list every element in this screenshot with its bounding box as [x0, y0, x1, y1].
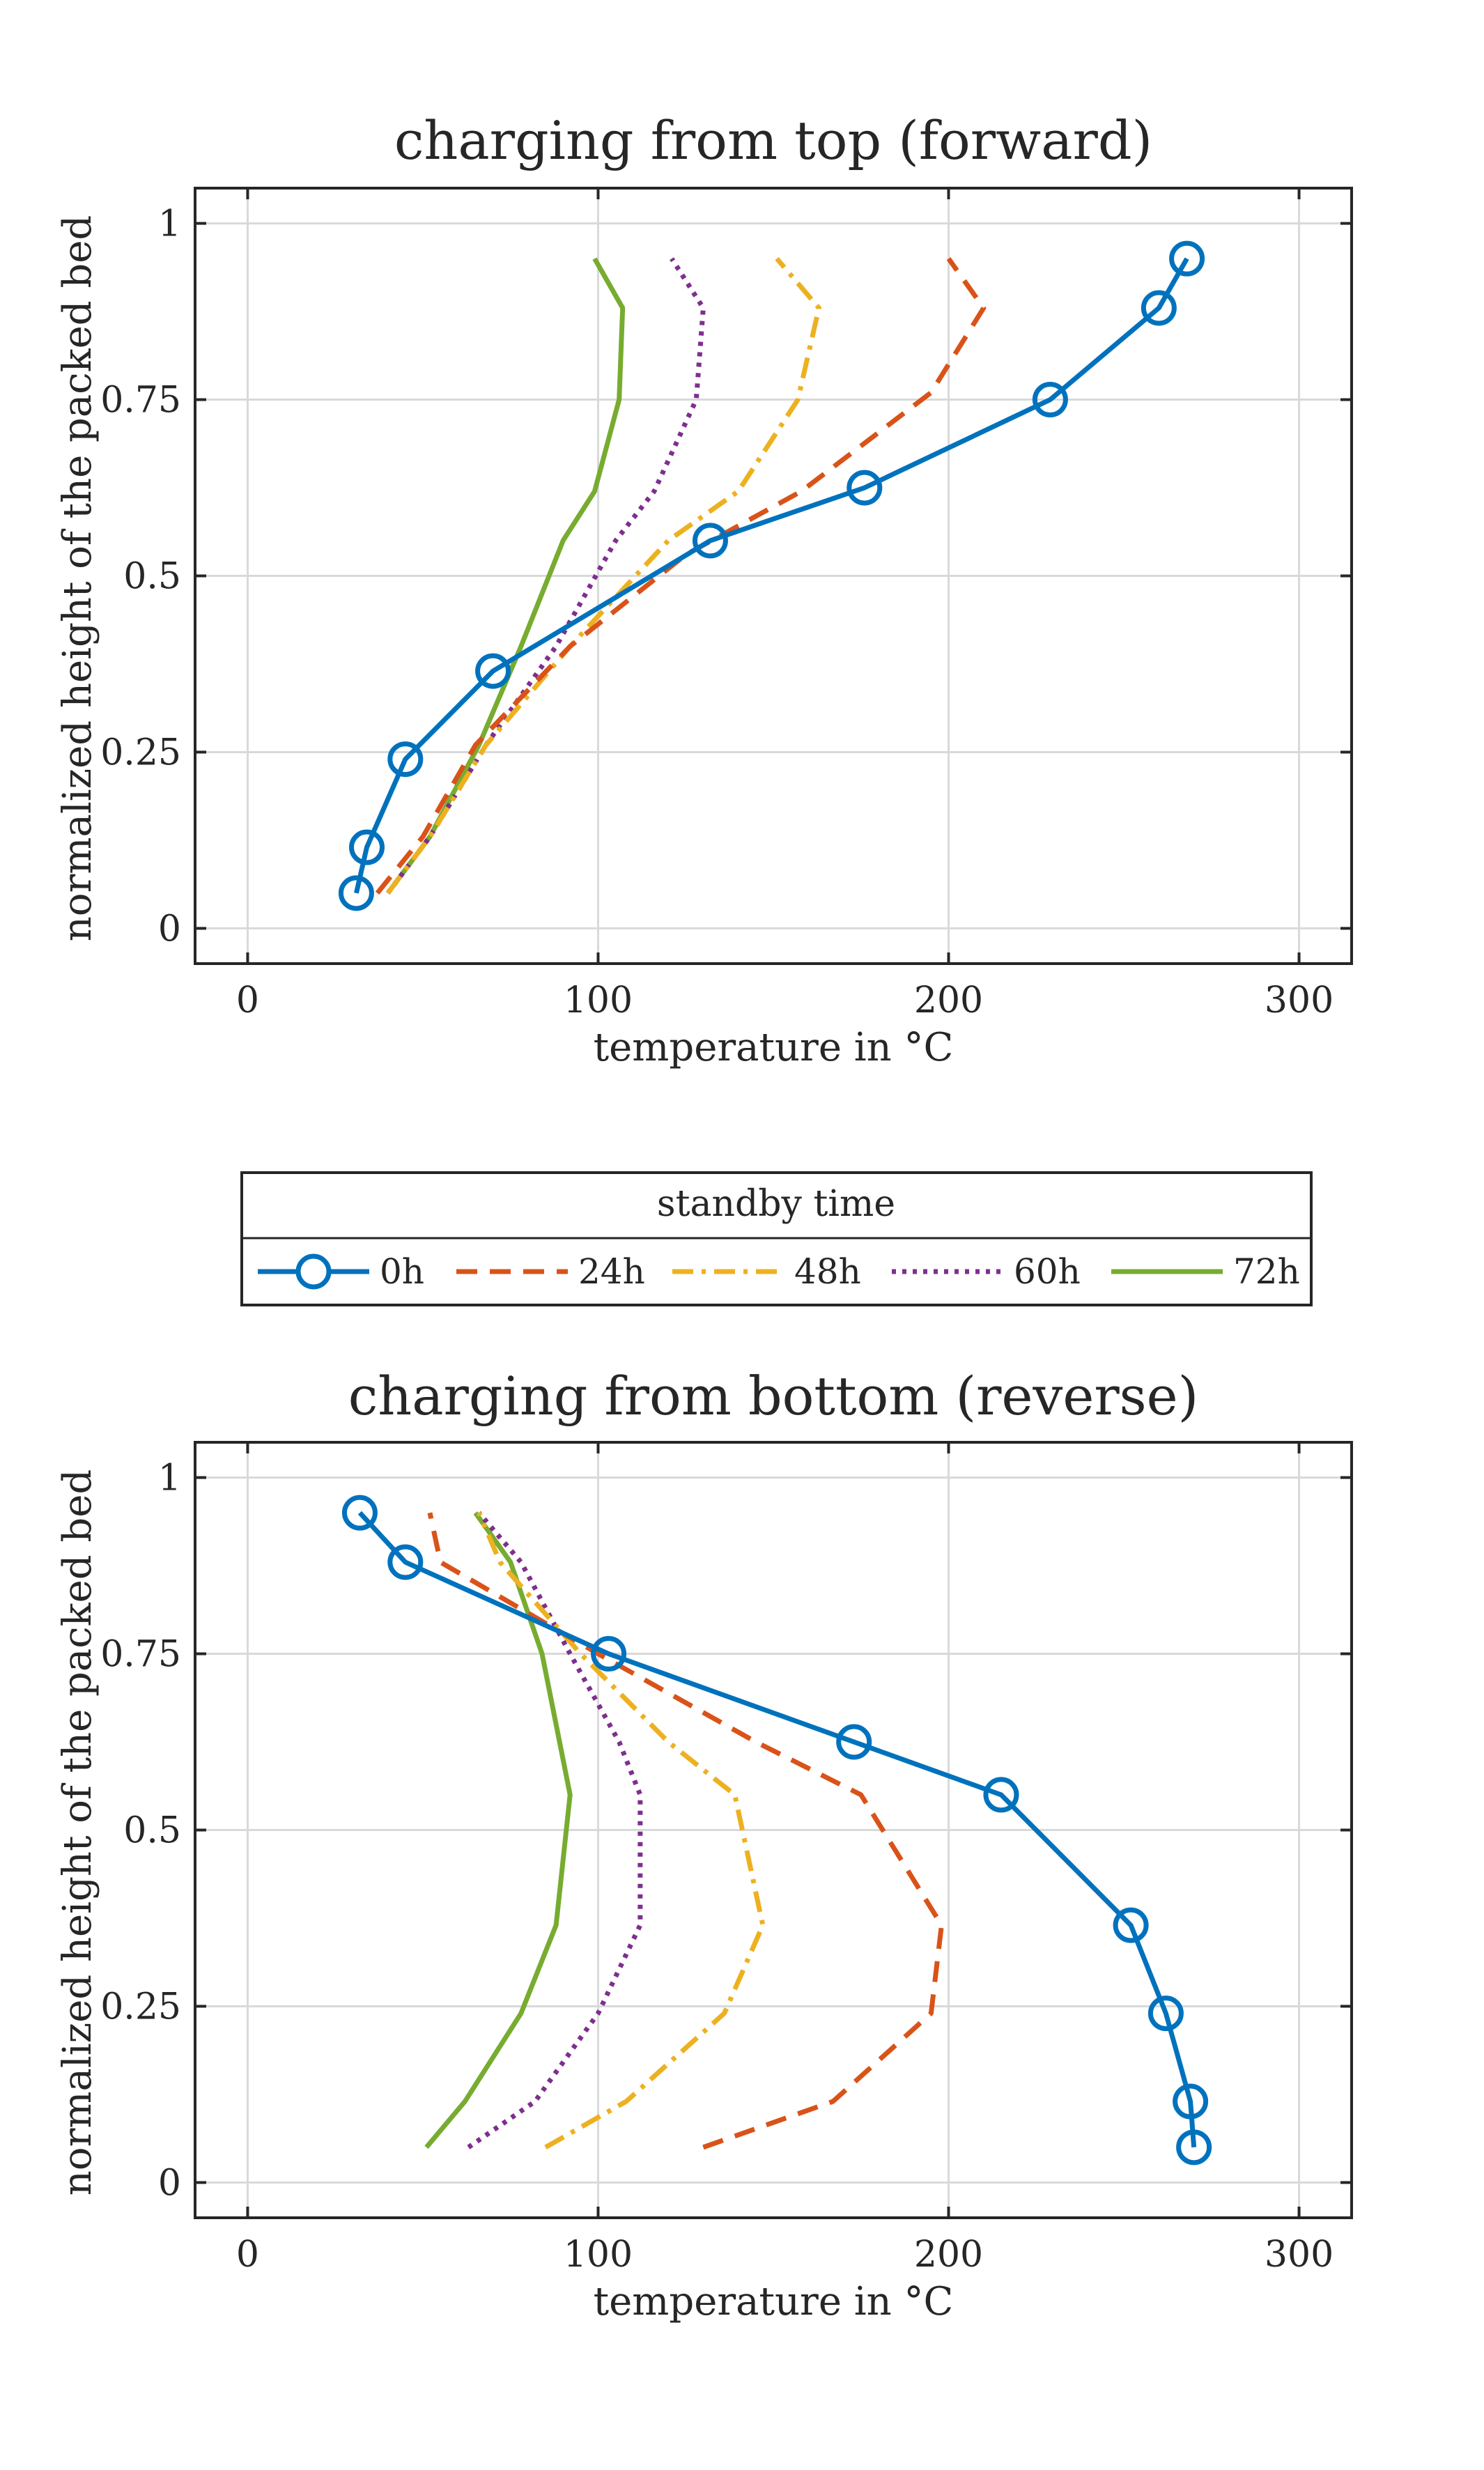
- chart-reverse: charging from bottom (reverse) 0 100 200 30…: [55, 1365, 1353, 2324]
- legend-label-24h: 24h: [578, 1251, 645, 1292]
- data-point-0h: [387, 1544, 424, 1580]
- series-line-24h: [427, 1512, 944, 2150]
- y-axis-label: normalized height of the packed bed: [55, 215, 100, 941]
- x-tick-label: 0: [236, 980, 259, 1021]
- tick-layer: 0 100 200 300 0 0.25 0.5 0.75 1: [100, 1442, 1352, 2276]
- legend-entries: 0h 24h 48h 60h 72h: [258, 1251, 1300, 1292]
- y-tick-label: 0.75: [100, 1634, 181, 1676]
- legend-title: standby time: [657, 1183, 895, 1225]
- data-point-0h: [836, 1724, 872, 1760]
- x-tick-label: 0: [236, 2234, 259, 2276]
- tick-layer: 0 100 200 300 0 0.25 0.5 0.75 1: [100, 188, 1352, 1021]
- legend-label-72h: 72h: [1233, 1251, 1300, 1292]
- legend-marker-0h: [295, 1253, 332, 1290]
- series-layer: [341, 1495, 1212, 2166]
- data-point-0h: [591, 1636, 627, 1672]
- series-layer: [338, 240, 1205, 911]
- legend-label-0h: 0h: [380, 1251, 424, 1292]
- y-tick-label: 0: [158, 908, 181, 950]
- y-tick-label: 1: [158, 203, 181, 245]
- grid: [195, 188, 1352, 964]
- data-point-0h: [1169, 240, 1205, 277]
- data-point-0h: [847, 470, 883, 506]
- y-tick-label: 1: [158, 1458, 181, 1499]
- data-point-0h: [348, 829, 385, 865]
- y-tick-label: 0.25: [100, 732, 181, 773]
- x-tick-label: 300: [1265, 980, 1334, 1021]
- x-tick-label: 100: [564, 980, 633, 1021]
- series-line-60h: [467, 1511, 643, 2149]
- data-point-0h: [338, 875, 374, 911]
- y-tick-label: 0.5: [123, 556, 181, 598]
- data-point-0h: [1173, 2083, 1209, 2120]
- data-point-0h: [1147, 1996, 1184, 2032]
- grid: [195, 1442, 1352, 2218]
- x-tick-label: 300: [1265, 2234, 1334, 2276]
- chart-forward: charging from top (forward) 0 100 200 30000…: [55, 109, 1353, 1070]
- series-line-24h: [375, 257, 987, 895]
- data-point-0h: [341, 1495, 378, 1531]
- series-line-72h: [424, 1511, 573, 2149]
- chart-title: charging from top (forward): [394, 109, 1152, 171]
- y-tick-label: 0.25: [100, 1986, 181, 2028]
- x-tick-label: 200: [914, 980, 983, 1021]
- legend-label-48h: 48h: [794, 1251, 861, 1292]
- legend: standby time 0h 24h 48h 60h 72h: [240, 1171, 1313, 1306]
- data-point-0h: [475, 653, 511, 689]
- data-point-0h: [1176, 2129, 1212, 2166]
- chart-title: charging from bottom (reverse): [348, 1365, 1199, 1427]
- x-axis-label: temperature in °C: [594, 1025, 954, 1070]
- y-tick-label: 0.5: [123, 1810, 181, 1852]
- series-line-60h: [385, 257, 706, 895]
- x-tick-label: 100: [564, 2234, 633, 2276]
- series-line-0h: [353, 257, 1189, 894]
- series-line-0h: [357, 1511, 1197, 2148]
- y-tick-label: 0.75: [100, 380, 181, 422]
- y-axis-label: normalized height of the packed bed: [55, 1469, 100, 2195]
- data-point-0h: [1032, 382, 1068, 418]
- data-point-0h: [1141, 290, 1177, 326]
- data-point-0h: [387, 741, 424, 778]
- y-tick-label: 0: [158, 2162, 181, 2204]
- data-point-0h: [1113, 1907, 1149, 1943]
- data-point-0h: [983, 1777, 1019, 1813]
- data-point-0h: [692, 523, 728, 559]
- x-tick-label: 200: [914, 2234, 983, 2276]
- series-line-48h: [477, 1511, 766, 2149]
- legend-label-60h: 60h: [1014, 1251, 1081, 1292]
- x-axis-label: temperature in °C: [594, 2279, 954, 2324]
